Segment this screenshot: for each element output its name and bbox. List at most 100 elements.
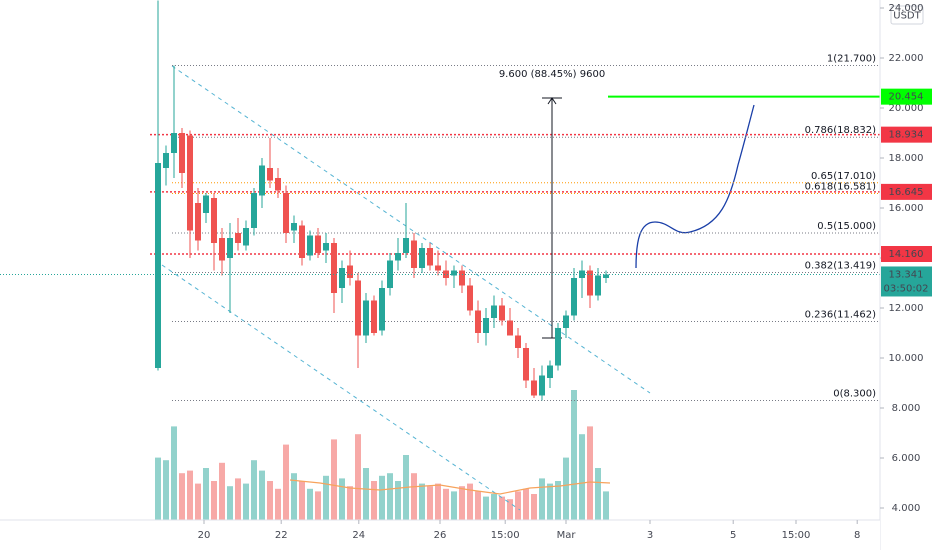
volume-bar [539,478,545,520]
candle-body [435,265,441,271]
volume-layer [155,390,609,520]
candle-body [595,275,601,296]
y-tick-label: 18.000 [889,153,924,164]
currency-box[interactable] [890,5,924,25]
channel-line [161,264,521,511]
candle-body [171,133,177,153]
candle-body [419,248,425,268]
volume-bar [355,434,361,520]
candle-body [307,235,313,256]
volume-bar [267,481,273,520]
volume-bar [203,468,209,520]
volume-bar [523,488,529,520]
y-tick-label: 10.000 [889,353,924,364]
fib-label: 0.786(18.832) [805,125,877,136]
x-tick-label: Mar [557,530,577,541]
level-label: 16.645 [889,187,924,198]
fib-label: 0.236(11.462) [805,309,877,320]
volume-bar [219,462,225,520]
candle-body [155,163,161,368]
candle-body [443,270,449,278]
target-tag [881,88,932,105]
volume-bar [499,496,505,520]
candle-body [259,165,265,196]
x-tick-label: 3 [647,530,653,541]
volume-bar [595,468,601,520]
countdown: 03:50:02 [884,283,929,294]
candle-body [323,243,329,251]
level-tag [881,183,932,200]
fib-label: 0(8.300) [833,389,876,400]
volume-bar [347,486,353,520]
candle-body [203,195,209,213]
volume-bar [323,475,329,520]
y-tick-label: 16.000 [889,203,924,214]
volume-bar [507,499,513,520]
level-tag [881,126,932,143]
candle-body [267,168,273,181]
volume-bar [195,483,201,520]
candle-body [355,280,361,336]
level-label: 14.160 [889,249,924,260]
y-tick-label: 20.000 [889,103,924,114]
candle-body [339,268,345,288]
candle-body [587,270,593,296]
candle-body [459,270,465,286]
x-tick-label: 5 [730,530,736,541]
fib-label: 1(21.700) [827,54,876,65]
time-axis-bg [0,520,880,550]
volume-bar [371,481,377,520]
candle-body [499,305,505,321]
candle-body [523,348,529,381]
currency: USDT [893,11,921,22]
volume-bar [387,473,393,520]
x-tick-label: 26 [434,530,447,541]
volume-bar [395,481,401,520]
x-tick-label: 22 [275,530,288,541]
volume-bar [363,468,369,520]
candle-body [235,233,241,243]
volume-bar [459,486,465,520]
volume-bar [547,483,553,520]
candle-body [195,203,201,241]
y-tick-label: 12.000 [889,303,924,314]
volume-bar [339,478,345,520]
volume-bar [251,460,257,520]
candle-body [427,248,433,266]
volume-bar [435,483,441,520]
volume-bar [155,457,161,520]
y-tick-label: 24.000 [889,3,924,14]
candle-body [531,380,537,396]
candle-body [515,335,521,348]
y-tick-label: 8.000 [892,403,921,414]
measure-label: 9.600 (88.45%) 9600 [499,69,605,80]
volume-bar [315,491,321,520]
channel-line [171,65,651,394]
candle-body [163,153,169,168]
fib-label: 0.5(15.000) [817,221,876,232]
volume-bar [427,486,433,520]
candle-body [275,178,281,191]
candle-body [379,288,385,331]
volume-bar [531,494,537,520]
volume-bar [515,491,521,520]
volume-bar [179,473,185,520]
candle-body [347,265,353,278]
candle-body [483,318,489,333]
volume-bar [467,483,473,520]
volume-bar [603,491,609,520]
candle-body [507,320,513,336]
volume-bar [259,470,265,520]
level-label: 18.934 [889,130,924,141]
candle-body [179,133,185,173]
candle-body [315,235,321,253]
x-tick-label: 8 [854,530,860,541]
candle-body [411,240,417,268]
fib-label: 0.618(16.581) [805,181,877,192]
volume-bar [451,491,457,520]
last-price-tag [881,266,932,297]
volume-bar [187,470,193,520]
volume-bar [579,434,585,520]
